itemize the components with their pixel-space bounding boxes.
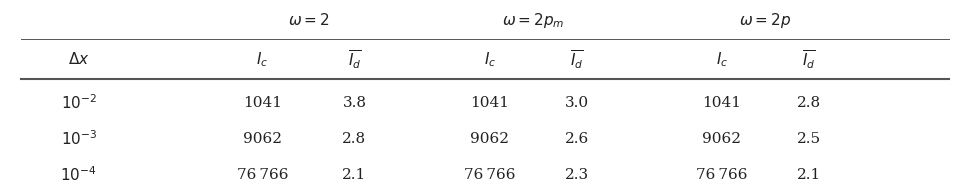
Text: 76 766: 76 766 (463, 168, 516, 182)
Text: 2.3: 2.3 (564, 168, 588, 182)
Text: 2.8: 2.8 (797, 96, 820, 110)
Text: $\overline{I_d}$: $\overline{I_d}$ (570, 48, 583, 71)
Text: 76 766: 76 766 (696, 168, 747, 182)
Text: $I_c$: $I_c$ (256, 50, 268, 69)
Text: 9062: 9062 (470, 132, 509, 146)
Text: 2.1: 2.1 (342, 168, 366, 182)
Text: 3.8: 3.8 (342, 96, 366, 110)
Text: $10^{-3}$: $10^{-3}$ (60, 130, 97, 148)
Text: 3.0: 3.0 (564, 96, 588, 110)
Text: 76 766: 76 766 (236, 168, 288, 182)
Text: $\omega = 2$: $\omega = 2$ (288, 12, 328, 28)
Text: 2.6: 2.6 (564, 132, 588, 146)
Text: 9062: 9062 (243, 132, 282, 146)
Text: 1041: 1041 (243, 96, 282, 110)
Text: $\overline{I_d}$: $\overline{I_d}$ (347, 48, 360, 71)
Text: 2.5: 2.5 (797, 132, 820, 146)
Text: $10^{-2}$: $10^{-2}$ (61, 94, 97, 112)
Text: $10^{-4}$: $10^{-4}$ (60, 166, 97, 184)
Text: $\Delta x$: $\Delta x$ (68, 51, 89, 67)
Text: 1041: 1041 (702, 96, 740, 110)
Text: $\omega = 2p_m$: $\omega = 2p_m$ (502, 11, 564, 30)
Text: 1041: 1041 (470, 96, 509, 110)
Text: 9062: 9062 (702, 132, 740, 146)
Text: $\omega = 2p$: $\omega = 2p$ (738, 11, 791, 30)
Text: $\overline{I_d}$: $\overline{I_d}$ (801, 48, 815, 71)
Text: 2.8: 2.8 (342, 132, 366, 146)
Text: $I_c$: $I_c$ (484, 50, 495, 69)
Text: 2.1: 2.1 (797, 168, 821, 182)
Text: $I_c$: $I_c$ (715, 50, 728, 69)
